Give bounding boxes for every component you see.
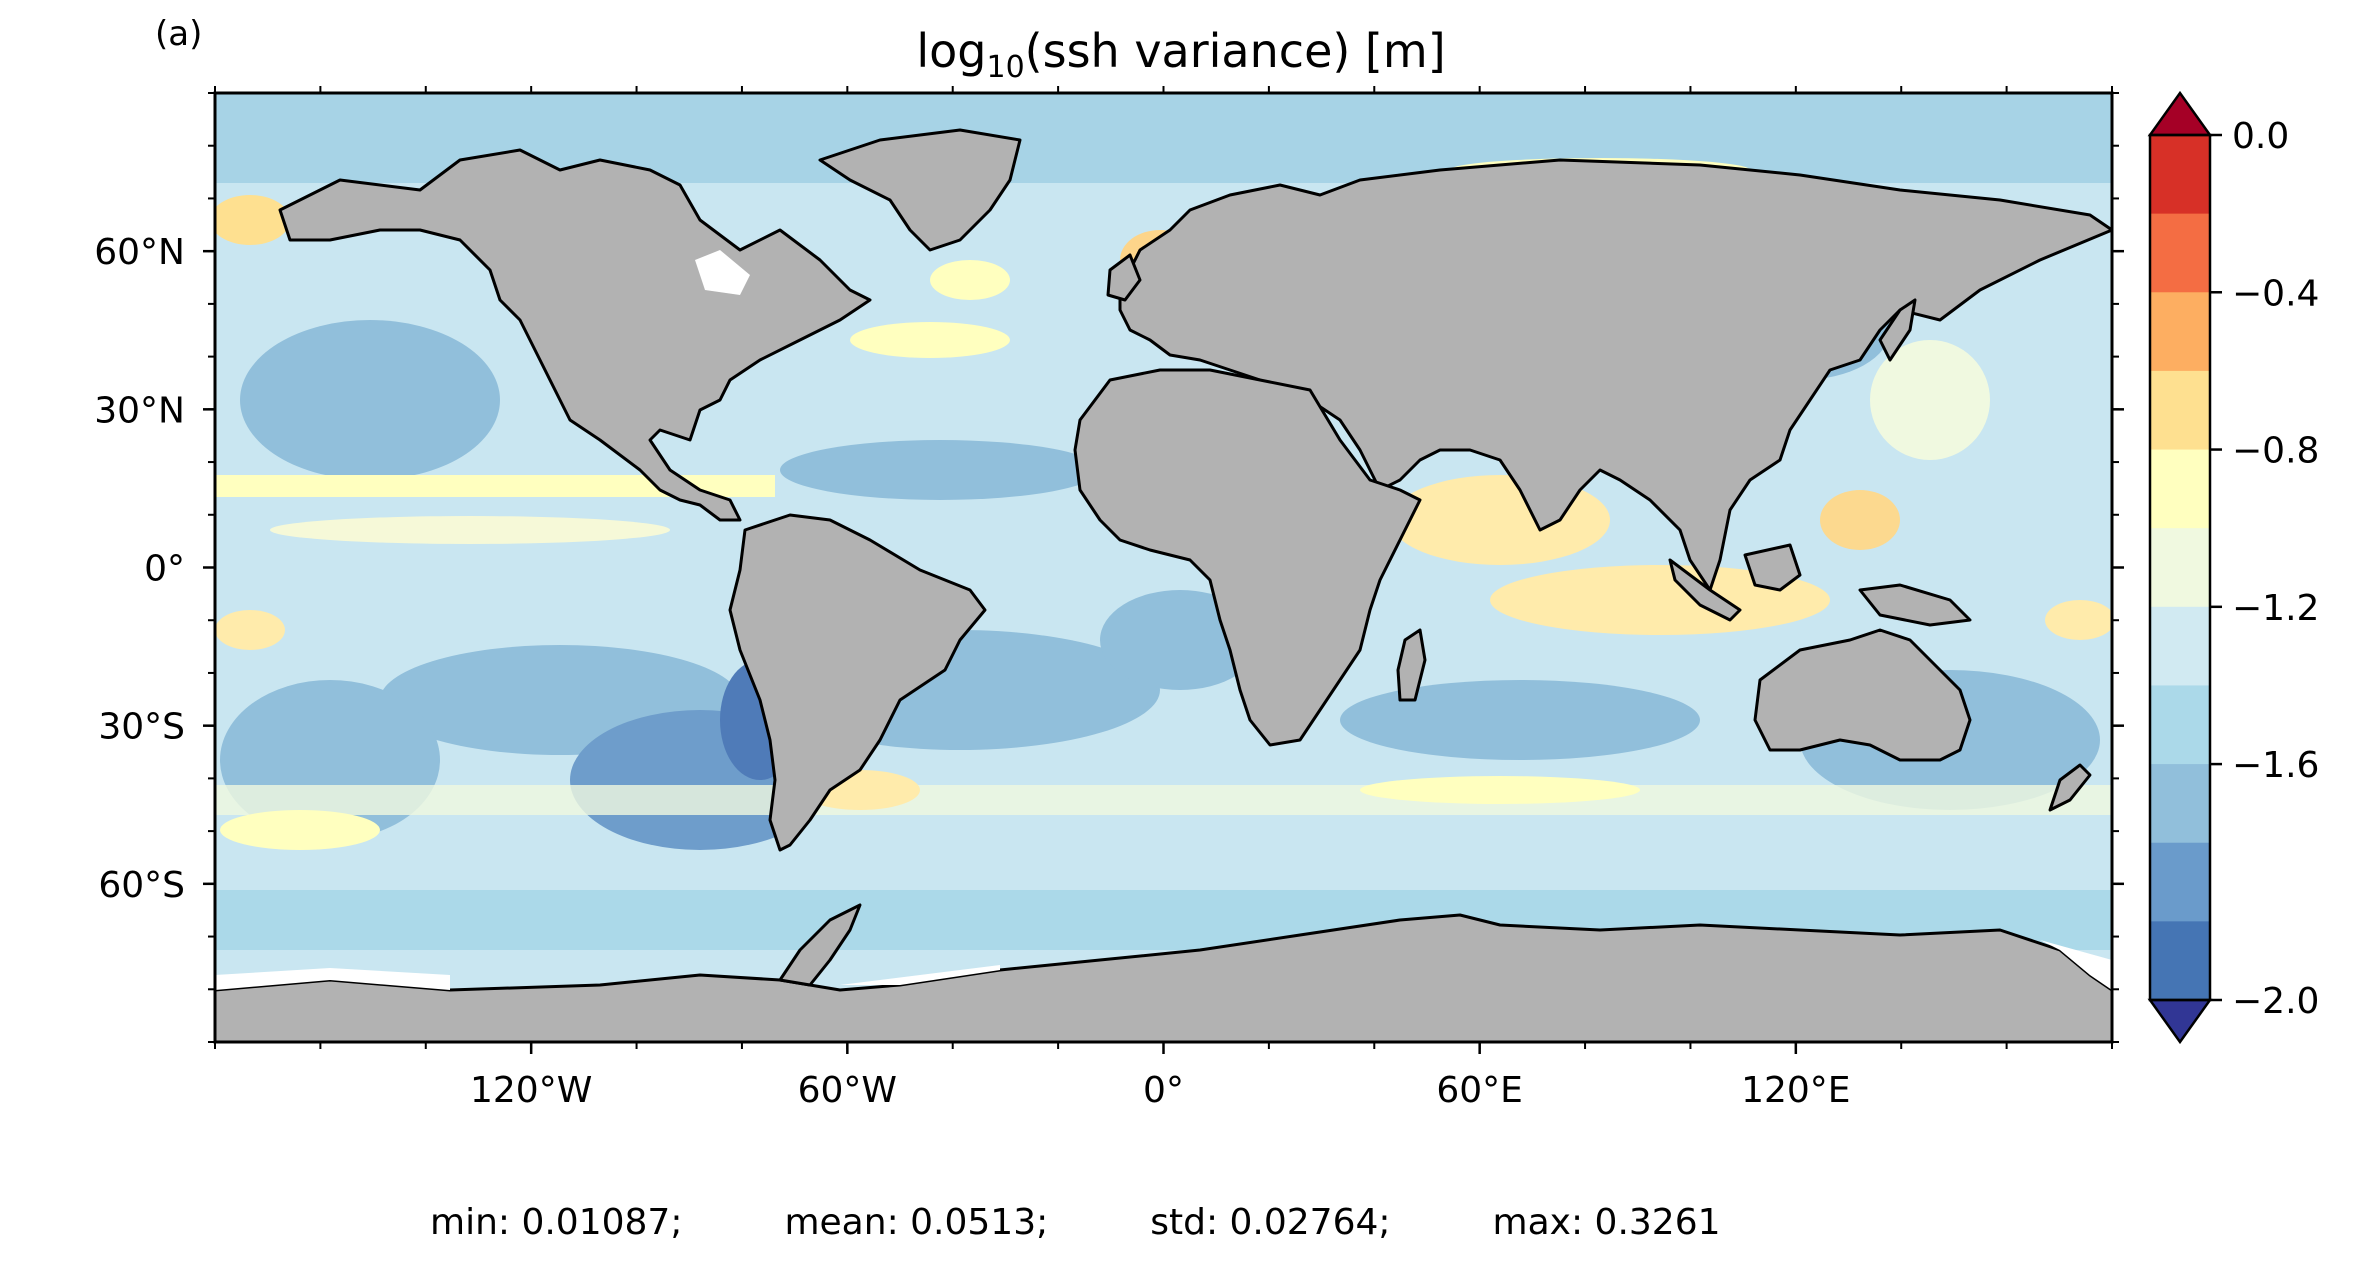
colorbar-level-1 — [2150, 213, 2210, 293]
colorbar-tick-label-2: −0.8 — [2232, 431, 2319, 472]
north-america — [278, 148, 872, 522]
statistics-line: min: 0.01087; mean: 0.0513; std: 0.02764; m… — [430, 1202, 1721, 1243]
title-prefix: log — [916, 24, 987, 78]
colorbar-level-3 — [2150, 370, 2210, 451]
lat-tick-label-4: 60°S — [98, 865, 185, 906]
lat-tick-label-2: 0° — [144, 549, 185, 590]
panel-label: (a) — [155, 14, 203, 54]
antarctic-peninsula — [778, 903, 862, 987]
colorbar-level-9 — [2150, 842, 2210, 922]
new-zealand — [2048, 763, 2092, 812]
indonesia — [1668, 558, 1742, 622]
borneo — [1743, 543, 1802, 592]
colorbar-tick-label-1: −0.4 — [2232, 273, 2319, 314]
lon-tick-label-3: 60°E — [1436, 1070, 1523, 1111]
colorbar-level-6 — [2150, 606, 2210, 686]
lat-tick-label-0: 60°N — [94, 232, 185, 273]
lon-tick-label-1: 60°W — [798, 1070, 897, 1111]
lon-tick-label-0: 120°W — [470, 1070, 592, 1111]
lon-tick-label-2: 0° — [1143, 1070, 1184, 1111]
new-guinea — [1858, 583, 1972, 627]
australia — [1753, 628, 1972, 762]
latitude-axis: 60°N 30°N 0° 30°S 60°S — [94, 92, 2124, 1043]
colorbar-tick-label-0: 0.0 — [2232, 116, 2289, 157]
greenland — [818, 128, 1022, 252]
colorbar-extend-min — [2147, 998, 2213, 1045]
madagascar — [1396, 628, 1427, 702]
longitude-axis: 120°W 60°W 0° 60°E 120°E — [214, 86, 2113, 1111]
stat-min: min: 0.01087; — [430, 1202, 683, 1243]
colorbar-level-7 — [2150, 685, 2210, 765]
colorbar-level-4 — [2150, 449, 2210, 529]
colorbar-level-2 — [2150, 292, 2210, 372]
stat-mean: mean: 0.0513; — [784, 1202, 1049, 1243]
lat-tick-label-1: 30°N — [94, 390, 185, 431]
japan — [1878, 298, 1917, 362]
colorbar-level-10 — [2150, 921, 2210, 1001]
africa — [1073, 368, 1422, 747]
colorbar-extend-max — [2147, 90, 2213, 137]
map-title: log10(ssh variance) [m] — [0, 24, 2362, 85]
colorbar-tick-label-5: −2.0 — [2232, 981, 2319, 1022]
colorbar-level-5 — [2150, 528, 2210, 608]
colorbar: 0.0 −0.4 −0.8 −1.2 −1.6 −2.0 — [2147, 90, 2319, 1045]
british-isles — [1106, 253, 1142, 302]
title-subscript: 10 — [986, 50, 1025, 85]
stat-max: max: 0.3261 — [1492, 1202, 1721, 1243]
colorbar-frame — [2148, 133, 2212, 1002]
land-masses — [215, 128, 2112, 1042]
title-suffix: (ssh variance) [m] — [1024, 24, 1446, 78]
colorbar-tick-label-3: −1.2 — [2232, 588, 2319, 629]
stat-std: std: 0.02764; — [1150, 1202, 1391, 1243]
colorbar-tick-label-4: −1.6 — [2232, 745, 2319, 786]
south-america — [728, 513, 987, 852]
colorbar-level-0 — [2150, 135, 2210, 215]
colorbar-level-8 — [2150, 764, 2210, 844]
lon-tick-label-4: 120°E — [1741, 1070, 1850, 1111]
sea-ice — [215, 250, 2112, 990]
lat-tick-label-3: 30°S — [98, 707, 185, 748]
